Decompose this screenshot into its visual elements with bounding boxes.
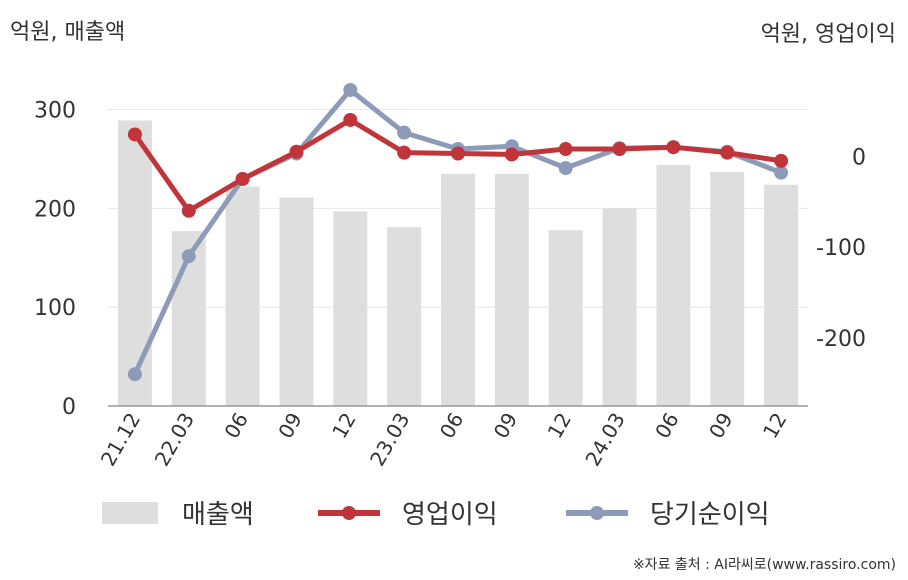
right-tick-label: 0 bbox=[852, 145, 866, 170]
series-point bbox=[558, 142, 573, 157]
x-tick-label: 09 bbox=[489, 409, 523, 443]
x-tick-label: 12 bbox=[758, 409, 792, 443]
legend-label-net-income: 당기순이익 bbox=[650, 500, 770, 530]
profit-lines bbox=[127, 82, 789, 382]
series-point bbox=[720, 145, 735, 160]
revenue-bar bbox=[494, 173, 529, 406]
revenue-bar bbox=[441, 173, 475, 406]
legend-label-revenue: 매출액 bbox=[182, 500, 254, 530]
right-tick-label: -100 bbox=[816, 236, 866, 261]
revenue-bar bbox=[602, 208, 637, 406]
left-tick-label: 100 bbox=[34, 296, 76, 321]
x-tick-label: 06 bbox=[219, 409, 253, 443]
legend-label-operating-profit: 영업이익 bbox=[402, 500, 498, 530]
revenue-bar bbox=[548, 230, 583, 406]
revenue-bar bbox=[656, 164, 691, 406]
series-point bbox=[127, 127, 142, 142]
series-point bbox=[289, 144, 304, 159]
series-point bbox=[343, 82, 358, 97]
left-tick-label: 0 bbox=[62, 395, 76, 420]
revenue-bar bbox=[710, 171, 745, 406]
x-tick-label: 23.03 bbox=[365, 409, 414, 471]
legend-marker-net-income bbox=[590, 506, 604, 520]
x-tick-label: 12 bbox=[543, 409, 577, 443]
right-tick-label: -200 bbox=[816, 327, 866, 352]
revenue-bar bbox=[387, 227, 422, 406]
left-tick-label: 300 bbox=[34, 99, 76, 124]
series-point bbox=[181, 249, 196, 264]
legend: 매출액 영업이익 당기순이익 bbox=[102, 500, 770, 530]
series-point bbox=[397, 125, 412, 140]
left-tick-label: 200 bbox=[34, 197, 76, 222]
legend-marker-operating-profit bbox=[342, 506, 356, 520]
series-point bbox=[343, 112, 358, 127]
series-point bbox=[397, 145, 412, 160]
series-point bbox=[612, 142, 627, 157]
x-tick-label: 09 bbox=[704, 409, 738, 443]
source-note: ※자료 출처 : AI라씨로(www.rassiro.com) bbox=[632, 557, 896, 573]
left-axis-unit: 억원, 매출액 bbox=[10, 20, 126, 45]
series-point bbox=[235, 171, 250, 186]
revenue-bar bbox=[333, 211, 368, 406]
revenue-bar bbox=[279, 197, 314, 406]
series-point bbox=[181, 203, 196, 218]
series-point bbox=[666, 140, 681, 155]
revenue-bar bbox=[117, 120, 152, 407]
x-tick-label: 06 bbox=[435, 409, 469, 443]
x-tick-label: 06 bbox=[650, 409, 684, 443]
revenue-bars bbox=[117, 120, 799, 407]
legend-swatch-revenue bbox=[102, 502, 158, 524]
series-point bbox=[504, 147, 519, 162]
revenue-bar bbox=[764, 184, 799, 406]
revenue-bar bbox=[225, 186, 260, 406]
series-point bbox=[774, 153, 789, 168]
x-tick-label: 21.12 bbox=[96, 409, 145, 471]
right-axis-unit: 억원, 영업이익 bbox=[760, 22, 896, 47]
x-tick-label: 22.03 bbox=[150, 409, 199, 471]
x-tick-label: 24.03 bbox=[580, 409, 629, 471]
series-point bbox=[451, 146, 465, 161]
x-tick-label: 09 bbox=[273, 409, 307, 443]
series-point bbox=[774, 165, 789, 180]
x-tick-label: 12 bbox=[327, 409, 361, 443]
series-point bbox=[127, 367, 142, 382]
series-point bbox=[558, 161, 573, 176]
